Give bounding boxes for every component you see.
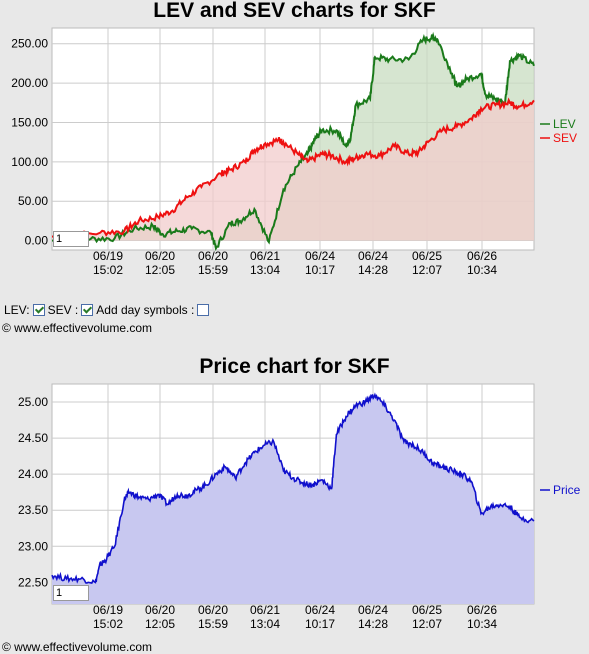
series-line-lev [51,31,535,251]
x-tick-date: 06/20 [145,603,175,617]
zoom-input-price[interactable]: 1 [53,585,89,601]
day-symbols-label: Add day symbols : [96,303,195,317]
x-tick-time: 10:34 [467,263,497,277]
x-tick-date: 06/24 [358,249,388,263]
price-chart-title: Price chart for SKF [199,355,390,378]
x-tick-date: 06/21 [250,249,280,263]
x-tick-time: 12:05 [145,263,175,277]
legend-label-price: Price [553,483,581,497]
y-tick-label: 150.00 [11,115,48,129]
x-tick-time: 14:28 [358,263,388,277]
x-tick-date: 06/20 [198,249,228,263]
y-tick-label: 250.00 [11,37,48,51]
lev-sev-chart: 0.0050.00100.00150.00200.00250.0006/1915… [11,27,577,277]
y-tick-label: 25.00 [18,395,48,409]
lev-sev-chart-title: LEV and SEV charts for SKF [153,0,436,22]
x-tick-time: 15:02 [93,617,123,631]
y-tick-label: 23.50 [18,503,48,517]
y-tick-label: 23.00 [18,539,48,553]
x-tick-time: 15:02 [93,263,123,277]
x-tick-time: 12:07 [412,617,442,631]
x-tick-time: 12:05 [145,617,175,631]
zoom-input-lev[interactable]: 1 [53,231,89,247]
sev-toggle-label: SEV : [47,303,79,317]
copyright-text: © www.effectivevolume.com [2,321,153,335]
x-tick-date: 06/21 [250,603,280,617]
x-tick-date: 06/26 [467,603,497,617]
x-tick-time: 10:34 [467,617,497,631]
lev-toggle-label: LEV: [4,303,30,317]
copyright-text-bottom: © www.effectivevolume.com [2,640,153,654]
x-tick-time: 10:17 [305,263,335,277]
series-area-sev [52,100,534,241]
series-line-sev [51,97,535,240]
y-tick-label: 100.00 [11,155,48,169]
y-tick-label: 24.00 [18,467,48,481]
y-tick-label: 0.00 [25,234,49,248]
x-tick-time: 14:28 [358,617,388,631]
lev-checkbox[interactable] [32,304,45,316]
x-tick-date: 06/26 [467,249,497,263]
x-tick-time: 13:04 [250,263,280,277]
day-symbols-checkbox[interactable] [197,304,210,316]
y-tick-label: 22.50 [18,575,48,589]
y-tick-label: 24.50 [18,431,48,445]
x-tick-time: 13:04 [250,617,280,631]
x-tick-date: 06/24 [358,603,388,617]
x-tick-time: 15:59 [198,617,228,631]
y-tick-label: 50.00 [18,194,48,208]
y-tick-label: 200.00 [11,76,48,90]
x-tick-date: 06/24 [305,603,335,617]
x-tick-date: 06/25 [412,603,442,617]
x-tick-date: 06/25 [412,249,442,263]
x-tick-time: 12:07 [412,263,442,277]
legend-label-sev: SEV [553,131,577,145]
sev-checkbox[interactable] [81,304,94,316]
x-tick-date: 06/20 [198,603,228,617]
x-tick-date: 06/24 [305,249,335,263]
x-tick-date: 06/19 [93,249,123,263]
x-tick-time: 10:17 [305,617,335,631]
series-toggle-controls: LEV: SEV : Add day symbols : [4,303,212,317]
x-tick-date: 06/19 [93,603,123,617]
x-tick-date: 06/20 [145,249,175,263]
series-line-price [51,392,535,585]
legend-label-lev: LEV [553,117,576,131]
x-tick-time: 15:59 [198,263,228,277]
